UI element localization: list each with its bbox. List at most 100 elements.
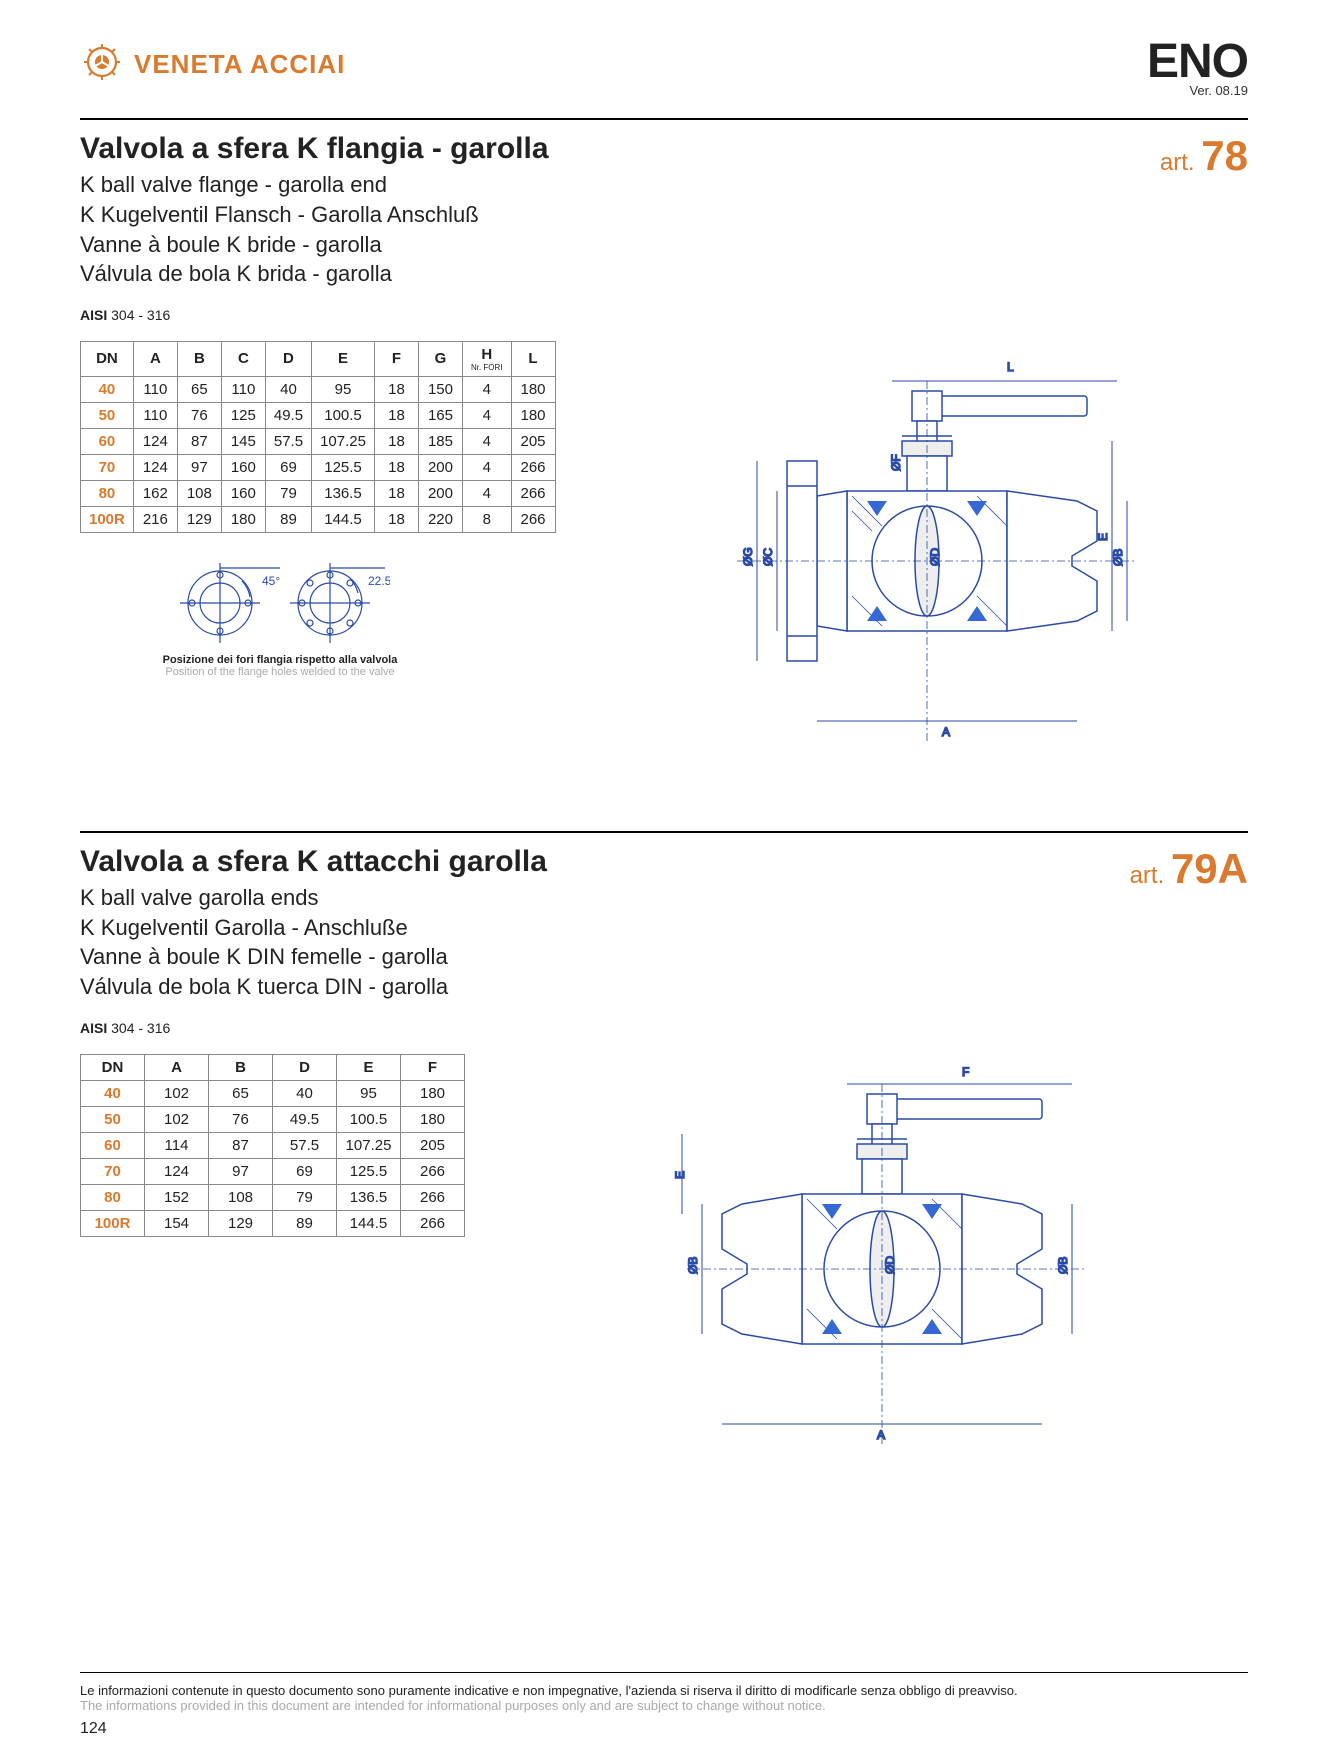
table-cell: 18 (374, 376, 418, 402)
table-cell: 4 (462, 402, 511, 428)
table-cell: 180 (511, 376, 555, 402)
col-header: D (265, 341, 311, 376)
table-cell: 80 (81, 1184, 145, 1210)
table-cell: 76 (209, 1106, 273, 1132)
table-cell: 89 (273, 1210, 337, 1236)
table-cell: 40 (81, 376, 134, 402)
table-cell: 70 (81, 1158, 145, 1184)
table-cell: 200 (418, 480, 462, 506)
footer-en: The informations provided in this docume… (80, 1698, 1248, 1713)
table-cell: 152 (145, 1184, 209, 1210)
table-cell: 108 (177, 480, 221, 506)
table-cell: 220 (418, 506, 462, 532)
svg-text:ØB: ØB (1111, 549, 1125, 566)
svg-text:45°: 45° (262, 574, 280, 588)
spec-table-79a: DNABDEF40102654095180501027649.5100.5180… (80, 1054, 465, 1237)
table-cell: 8 (462, 506, 511, 532)
table-row: 40110651104095181504180 (81, 376, 556, 402)
title-it: Valvola a sfera K attacchi garolla (80, 845, 547, 879)
svg-text:ØB: ØB (686, 1256, 700, 1273)
table-cell: 162 (133, 480, 177, 506)
table-cell: 266 (511, 454, 555, 480)
art-prefix: art. (1160, 149, 1195, 176)
table-cell: 87 (177, 428, 221, 454)
table-cell: 110 (133, 402, 177, 428)
svg-text:ØD: ØD (883, 1255, 897, 1273)
col-header: E (337, 1054, 401, 1080)
aisi-78: AISI 304 - 316 (80, 307, 1248, 323)
table-cell: 266 (511, 480, 555, 506)
table-cell: 125 (221, 402, 265, 428)
table-cell: 205 (511, 428, 555, 454)
col-header: L (511, 341, 555, 376)
table-row: 501027649.5100.5180 (81, 1106, 465, 1132)
table-cell: 266 (511, 506, 555, 532)
table-cell: 114 (145, 1132, 209, 1158)
table-cell: 50 (81, 1106, 145, 1132)
aisi-label: AISI (80, 1020, 107, 1036)
svg-text:22.5°: 22.5° (368, 574, 390, 588)
table-cell: 129 (177, 506, 221, 532)
table-cell: 107.25 (312, 428, 375, 454)
title-es: Válvula de bola K tuerca DIN - garolla (80, 972, 547, 1002)
table-cell: 49.5 (273, 1106, 337, 1132)
flange-note-it: Posizione dei fori flangia rispetto alla… (80, 654, 480, 666)
table-cell: 40 (273, 1080, 337, 1106)
logo: VENETA ACCIAI (80, 40, 345, 89)
col-header: B (209, 1054, 273, 1080)
svg-text:E: E (1096, 533, 1110, 541)
table-cell: 125.5 (312, 454, 375, 480)
art-prefix: art. (1130, 862, 1165, 889)
table-cell: 205 (401, 1132, 465, 1158)
col-header: DN (81, 341, 134, 376)
table-cell: 18 (374, 454, 418, 480)
table-cell: 100.5 (312, 402, 375, 428)
table-cell: 180 (401, 1080, 465, 1106)
table-cell: 102 (145, 1080, 209, 1106)
table-cell: 18 (374, 480, 418, 506)
catalog-code: ENO Ver. 08.19 (1147, 40, 1248, 98)
table-cell: 40 (81, 1080, 145, 1106)
table-row: 701249716069125.5182004266 (81, 454, 556, 480)
art-num: 78 (1201, 132, 1248, 179)
table-row: 601248714557.5107.25181854205 (81, 428, 556, 454)
table-cell: 4 (462, 428, 511, 454)
table-cell: 4 (462, 454, 511, 480)
table-cell: 110 (133, 376, 177, 402)
table-cell: 160 (221, 454, 265, 480)
table-cell: 266 (401, 1158, 465, 1184)
table-cell: 165 (418, 402, 462, 428)
flange-note: 45° 22.5° Posizione dei fori flangia ris… (80, 553, 480, 678)
aisi-value: 304 - 316 (111, 307, 170, 323)
table-cell: 76 (177, 402, 221, 428)
table-cell: 69 (265, 454, 311, 480)
gear-icon (80, 40, 124, 89)
table-cell: 145 (221, 428, 265, 454)
table-row: 8015210879136.5266 (81, 1184, 465, 1210)
table-cell: 65 (209, 1080, 273, 1106)
table-cell: 97 (209, 1158, 273, 1184)
table-row: 100R21612918089144.5182208266 (81, 506, 556, 532)
title-it: Valvola a sfera K flangia - garolla (80, 132, 549, 166)
table-cell: 180 (221, 506, 265, 532)
table-cell: 50 (81, 402, 134, 428)
table-cell: 57.5 (265, 428, 311, 454)
table-cell: 124 (133, 428, 177, 454)
col-header: A (145, 1054, 209, 1080)
table-cell: 216 (133, 506, 177, 532)
table-cell: 49.5 (265, 402, 311, 428)
title-es: Válvula de bola K brida - garolla (80, 259, 549, 289)
table-cell: 124 (133, 454, 177, 480)
svg-text:A: A (942, 725, 950, 739)
spec-table-78: DNABCDEFGHNr. FORIL401106511040951815041… (80, 341, 556, 533)
aisi-value: 304 - 316 (111, 1020, 170, 1036)
title-en: K ball valve flange - garolla end (80, 170, 549, 200)
art-number-78: art. 78 (1160, 132, 1248, 180)
table-row: 601148757.5107.25205 (81, 1132, 465, 1158)
table-cell: 65 (177, 376, 221, 402)
svg-text:L: L (1007, 360, 1014, 374)
technical-drawing-78: L (717, 341, 1147, 771)
section-art-79a: Valvola a sfera K attacchi garolla K bal… (80, 831, 1248, 1484)
title-fr: Vanne à boule K DIN femelle - garolla (80, 942, 547, 972)
table-cell: 4 (462, 480, 511, 506)
